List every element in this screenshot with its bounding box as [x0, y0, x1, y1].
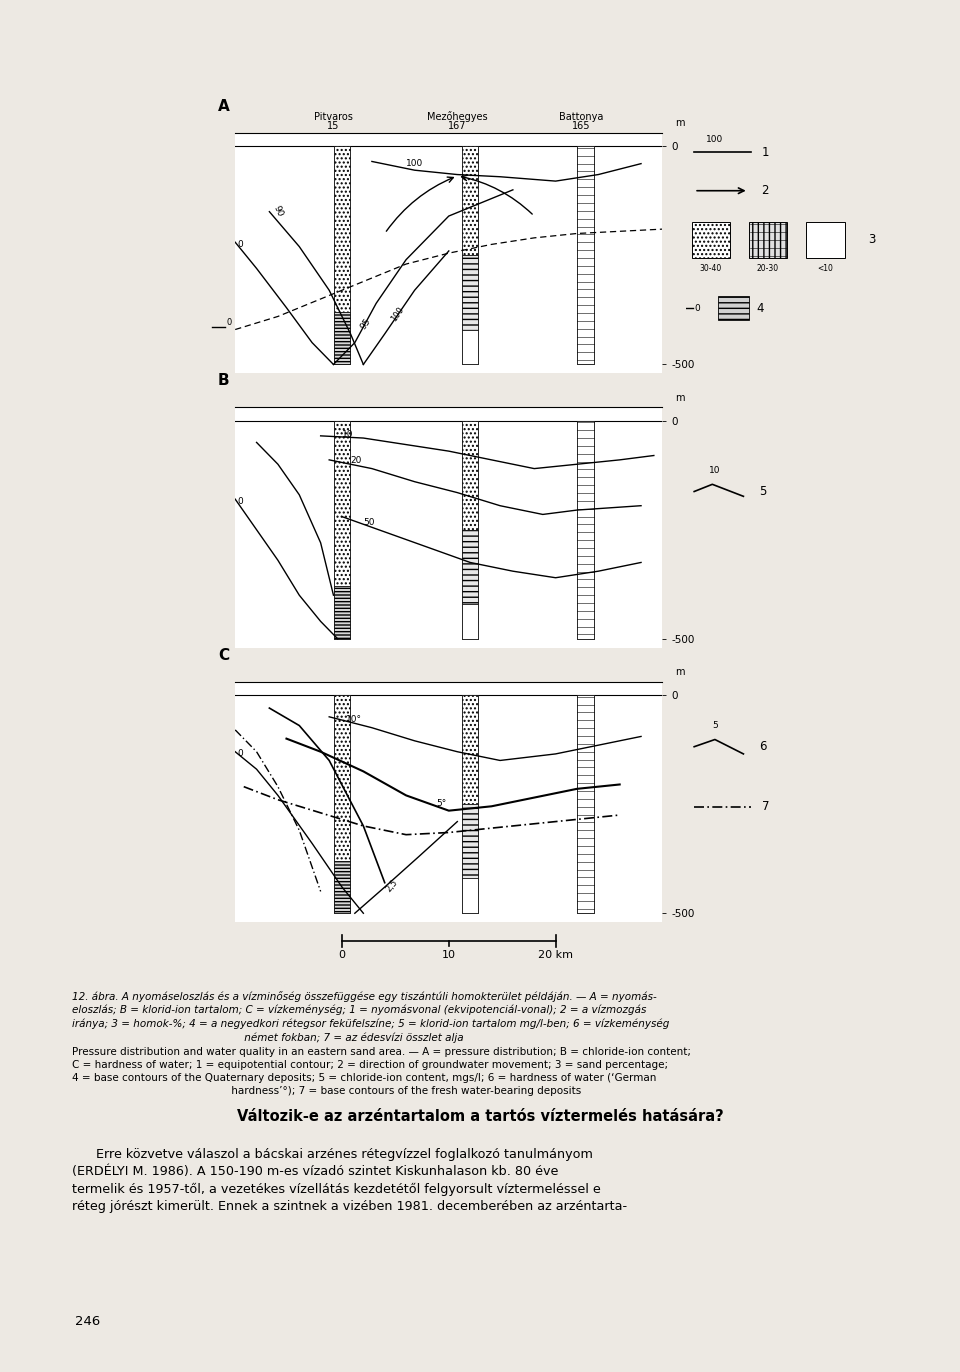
Text: 167: 167 [448, 121, 467, 130]
Text: 10: 10 [442, 951, 456, 960]
Bar [334, 147, 350, 311]
Text: 246: 246 [75, 1316, 100, 1328]
Bar [462, 696, 478, 914]
Text: 0: 0 [227, 318, 232, 327]
Bar [462, 804, 478, 878]
Text: 100: 100 [707, 134, 724, 144]
Bar [462, 421, 478, 530]
Bar [577, 696, 593, 914]
Text: 95: 95 [359, 317, 373, 332]
Text: 7: 7 [761, 800, 769, 814]
Text: 50: 50 [363, 519, 374, 527]
Text: 100: 100 [406, 159, 423, 167]
Bar [462, 604, 478, 639]
Bar [462, 696, 478, 804]
Bar [334, 696, 350, 860]
Bar [717, 296, 749, 321]
Bar [462, 421, 478, 639]
Text: Erre közvetve válaszol a bácskai arzénes rétegvízzel foglalkozó tanulmányom
(ERD: Erre közvetve válaszol a bácskai arzénes… [72, 1148, 627, 1213]
Text: 10: 10 [709, 465, 721, 475]
Text: Pitvaros: Pitvaros [314, 113, 353, 122]
Text: 0: 0 [237, 497, 243, 505]
Text: 15: 15 [327, 121, 340, 130]
Bar [577, 147, 593, 365]
Text: 3: 3 [868, 233, 876, 247]
Text: 5°: 5° [436, 800, 446, 808]
Text: <10: <10 [817, 263, 833, 273]
Text: 2,5: 2,5 [385, 878, 400, 893]
Text: 10°: 10° [347, 715, 362, 724]
Text: 20-30: 20-30 [757, 263, 780, 273]
Bar [334, 311, 350, 365]
Text: 30-40: 30-40 [700, 263, 722, 273]
Text: Mezőhegyes: Mezőhegyes [427, 111, 488, 122]
Bar [577, 421, 593, 639]
Text: 2: 2 [761, 184, 769, 198]
Text: 165: 165 [572, 121, 590, 130]
Bar [334, 696, 350, 914]
Text: m: m [675, 667, 684, 678]
Bar [462, 147, 478, 365]
Bar [334, 586, 350, 639]
Text: 5: 5 [759, 486, 766, 498]
Text: 0: 0 [237, 240, 243, 248]
Text: C: C [218, 648, 229, 663]
Bar [334, 860, 350, 914]
Bar [577, 696, 593, 914]
Text: 12. ábra. A nyomáseloszlás és a vízminőség összefüggése egy tiszántúli homokterü: 12. ábra. A nyomáseloszlás és a vízminős… [72, 991, 669, 1043]
Bar [691, 222, 731, 258]
Bar [749, 222, 787, 258]
Text: 0: 0 [237, 749, 243, 759]
Text: 0: 0 [339, 951, 346, 960]
Text: B: B [218, 373, 229, 388]
Text: 5: 5 [712, 720, 718, 730]
Text: 100: 100 [389, 305, 405, 322]
Bar [805, 222, 845, 258]
Text: 0: 0 [694, 303, 700, 313]
Text: m: m [675, 118, 684, 129]
Bar [462, 530, 478, 604]
Bar [462, 147, 478, 255]
Bar [462, 255, 478, 329]
Bar [334, 421, 350, 586]
Text: 20 km: 20 km [539, 951, 573, 960]
Text: Pressure distribution and water quality in an eastern sand area. — A = pressure : Pressure distribution and water quality … [72, 1047, 691, 1096]
Bar [334, 147, 350, 365]
Text: Változik-e az arzéntartalom a tartós víztermelés hatására?: Változik-e az arzéntartalom a tartós víz… [236, 1109, 724, 1124]
Text: 4: 4 [756, 302, 764, 314]
Bar [577, 147, 593, 365]
Bar [334, 421, 350, 639]
Text: m: m [675, 392, 684, 403]
Bar [462, 329, 478, 365]
Text: 10: 10 [342, 431, 353, 439]
Bar [577, 421, 593, 639]
Text: Battonya: Battonya [559, 113, 604, 122]
Text: 6: 6 [759, 741, 766, 753]
Text: 90: 90 [272, 204, 284, 218]
Bar [462, 878, 478, 914]
Text: A: A [218, 99, 229, 114]
Text: 20: 20 [350, 457, 362, 465]
Text: 1: 1 [761, 145, 769, 159]
